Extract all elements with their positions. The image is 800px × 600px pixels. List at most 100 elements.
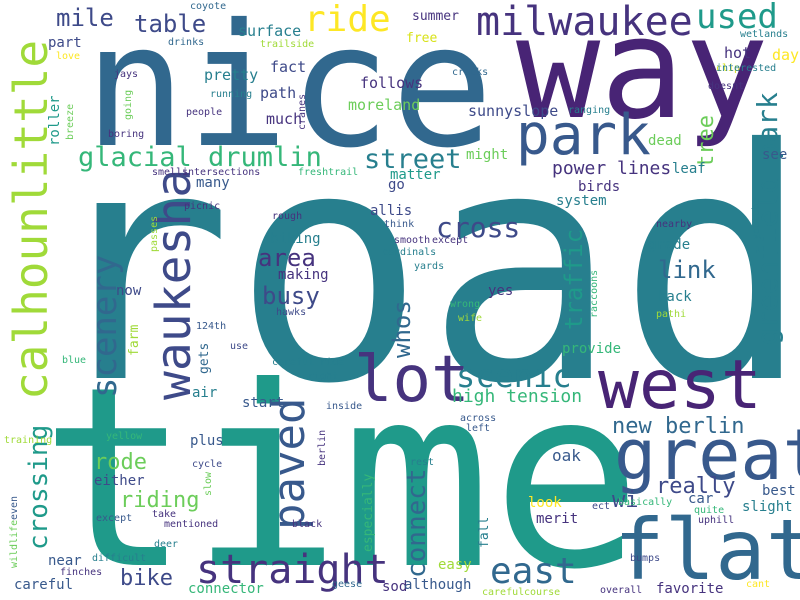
word: going [123, 89, 134, 120]
word: dead [648, 133, 682, 149]
word: nice [84, 0, 494, 186]
word: west [598, 346, 762, 425]
word: 124th [196, 321, 227, 332]
word: wetlands [740, 29, 789, 40]
word: especially [361, 473, 376, 552]
word: across [460, 413, 497, 424]
word: ect [592, 501, 611, 512]
word: breeze [65, 103, 76, 140]
word: basically [618, 497, 673, 508]
word: course [524, 587, 561, 598]
word: part [48, 35, 82, 51]
word: leaf [672, 161, 706, 177]
word: high tension [452, 386, 583, 407]
word: whos [388, 300, 416, 358]
word: paved [264, 397, 315, 530]
word: black [292, 519, 323, 530]
word: youtube [751, 197, 762, 240]
word: look [528, 495, 562, 511]
word: go [388, 177, 405, 193]
word: link [658, 256, 716, 284]
word: sod [382, 579, 408, 595]
word: air [192, 385, 218, 401]
word: table [134, 10, 207, 38]
word: cross [436, 211, 521, 244]
word: flat [614, 501, 800, 599]
word: careful [14, 577, 74, 593]
word: boring [108, 129, 145, 140]
word: love [56, 51, 81, 62]
word: easy [438, 557, 472, 573]
word: cranes [297, 93, 308, 130]
word: rest [410, 457, 435, 468]
word: hot [724, 44, 752, 62]
word: moreland [348, 96, 421, 114]
word: quite [694, 505, 725, 516]
word: plus [190, 433, 224, 449]
word: busy [262, 282, 320, 310]
word: picnic [184, 201, 221, 212]
word: best [762, 483, 796, 499]
word: biking [270, 231, 321, 247]
word: cracks [452, 67, 489, 78]
word: time [40, 333, 643, 600]
word: training [4, 435, 53, 446]
word: interested [716, 63, 777, 74]
word: yes [488, 283, 514, 299]
word: left [466, 423, 491, 434]
word: smooth [394, 235, 431, 246]
word: inside [326, 401, 363, 412]
word: either [94, 473, 145, 489]
word: wrong [450, 299, 481, 310]
word: bumps [630, 553, 661, 564]
word: traffic [560, 228, 588, 330]
word: really [656, 474, 736, 499]
word: slow [203, 471, 214, 496]
word: car [688, 491, 714, 507]
word: riding [120, 488, 200, 513]
word: park [516, 103, 651, 168]
word: right [308, 371, 339, 382]
word: bike [120, 566, 173, 591]
word: free [406, 31, 438, 46]
word: ride [320, 357, 345, 368]
word: except [432, 235, 469, 246]
word: fact [270, 58, 307, 76]
word: wildlife [9, 519, 20, 568]
word: trailside [260, 39, 315, 50]
word: smells [152, 167, 189, 178]
word: intersections [182, 167, 261, 178]
word: yellow [106, 431, 143, 442]
word: even [9, 495, 20, 520]
word: path [260, 84, 297, 102]
word: geese [332, 579, 363, 590]
word: overall [600, 585, 643, 596]
word: sunnyslope [468, 102, 559, 120]
word: street [364, 144, 462, 175]
word: power lines [552, 158, 672, 179]
word: see [762, 147, 788, 163]
word: yards [414, 261, 445, 272]
word: grade [648, 237, 691, 253]
word: making [278, 267, 329, 283]
word: pathi [656, 309, 687, 320]
word: way [516, 0, 769, 151]
word: new berlin [612, 414, 745, 439]
word: provide [562, 341, 622, 357]
word: birds [578, 179, 621, 195]
word: rode [94, 450, 147, 475]
word: blue [62, 355, 87, 366]
word: used [696, 0, 778, 37]
word: wife [458, 313, 483, 324]
word: connect [402, 468, 432, 578]
word: near [48, 553, 82, 569]
word: many [196, 175, 230, 191]
word: great [614, 414, 800, 496]
word: much [266, 110, 303, 128]
word: system [556, 193, 607, 209]
word: merit [536, 511, 579, 527]
word: cant [746, 579, 771, 590]
word: running [210, 89, 253, 100]
word: clip [716, 63, 741, 74]
